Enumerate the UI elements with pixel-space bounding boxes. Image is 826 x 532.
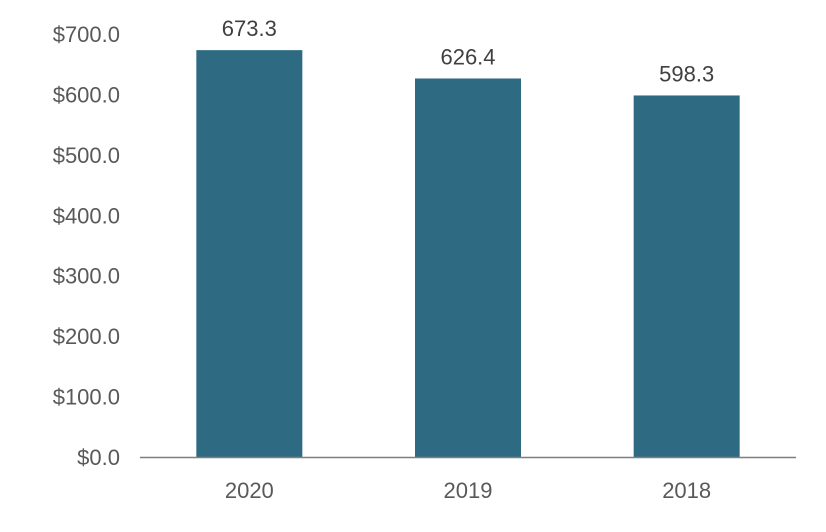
- y-tick-label: $200.0: [53, 324, 120, 349]
- data-labels: 673.3 626.4 598.3: [222, 16, 714, 86]
- bar-2018: [633, 95, 740, 457]
- bar-2019: [415, 78, 521, 457]
- data-label-2020: 673.3: [222, 16, 277, 41]
- y-tick-label: $600.0: [53, 82, 120, 107]
- y-tick-label: $400.0: [53, 203, 120, 228]
- x-tick-label-2019: 2019: [444, 478, 493, 503]
- y-axis-ticks: $0.0 $100.0 $200.0 $300.0 $400.0 $500.0 $600.0…: [53, 22, 120, 470]
- x-tick-label-2020: 2020: [225, 478, 274, 503]
- x-axis-ticks: 2020 2019 2018: [225, 478, 711, 503]
- y-tick-label: $0.0: [77, 445, 120, 470]
- y-tick-label: $700.0: [53, 22, 120, 47]
- y-tick-label: $100.0: [53, 385, 120, 410]
- data-label-2019: 626.4: [440, 44, 495, 69]
- y-tick-label: $300.0: [53, 264, 120, 289]
- x-tick-label-2018: 2018: [662, 478, 711, 503]
- data-label-2018: 598.3: [659, 61, 714, 86]
- y-tick-label: $500.0: [53, 143, 120, 168]
- bar-2020: [196, 50, 303, 457]
- bars: [196, 50, 740, 457]
